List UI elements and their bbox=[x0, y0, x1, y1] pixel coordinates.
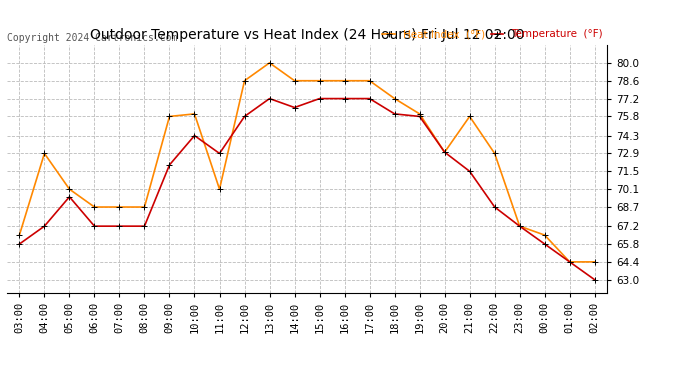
Legend: Heat Index  (°F), Temperature  (°F): Heat Index (°F), Temperature (°F) bbox=[378, 25, 607, 44]
Text: Copyright 2024 Cartronics.com: Copyright 2024 Cartronics.com bbox=[7, 33, 177, 42]
Title: Outdoor Temperature vs Heat Index (24 Hours) Fri Jul 12 02:00: Outdoor Temperature vs Heat Index (24 Ho… bbox=[90, 28, 524, 42]
